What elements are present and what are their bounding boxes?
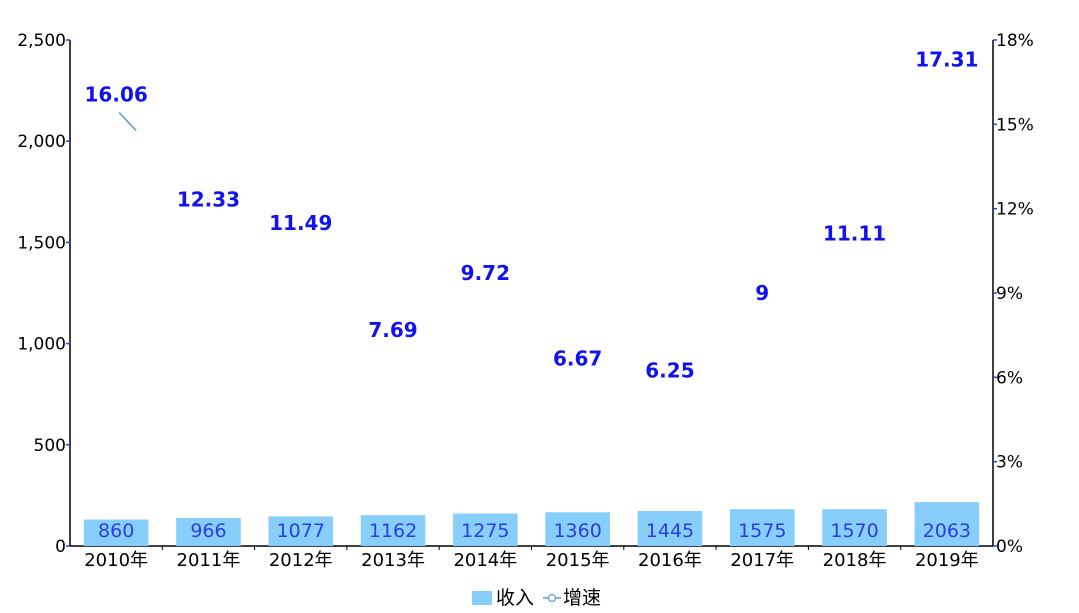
line-segment [118, 112, 137, 132]
left-tick-label: 500 [34, 436, 66, 456]
legend-bar-swatch [472, 591, 492, 605]
bars-series: 860 966 1077 1162 1275 1360 1445 1575 1570 2063 [83, 502, 980, 546]
left-tick-label: 2,500 [17, 31, 66, 51]
right-tick-label: 9% [996, 284, 1023, 304]
category-labels: 2010年 2011年 2012年 2013年 2014年 2015年 2016年 2017年… [84, 546, 979, 571]
category-label: 2016年 [638, 550, 702, 571]
axes [69, 40, 994, 547]
bar-value-label: 1360 [553, 520, 601, 542]
bar [360, 515, 426, 546]
category-label: 2011年 [177, 550, 241, 571]
bar [545, 512, 610, 546]
bar-value-label: 860 [98, 520, 134, 542]
bar [637, 511, 703, 546]
right-tick-label: 18% [996, 31, 1034, 51]
bar [453, 513, 518, 546]
bar [176, 517, 241, 546]
line-point-label: 9 [755, 281, 769, 305]
bar-value-label: 1162 [369, 520, 417, 542]
category-label: 2019年 [915, 550, 979, 571]
category-label: 2017年 [730, 550, 794, 571]
line-point-label: 6.25 [645, 358, 694, 382]
bar-value-label: 1275 [461, 520, 509, 542]
bar [914, 502, 980, 546]
bar-value-label: 1570 [830, 520, 878, 542]
bar [822, 509, 887, 546]
category-label: 2018年 [823, 550, 887, 571]
right-tick-label: 0% [996, 537, 1023, 557]
line-point-label: 17.31 [915, 47, 978, 71]
line-series: 16.06 12.33 11.49 7.69 9.72 6.67 6.25 9 11.11 17.… [85, 47, 979, 382]
category-label: 2013年 [361, 550, 425, 571]
right-tick-label: 15% [996, 115, 1034, 135]
line-point-label: 12.33 [177, 187, 240, 211]
legend: 收入 增速 [472, 587, 601, 609]
line-point-label: 11.11 [823, 222, 886, 246]
bar-value-label: 2063 [923, 520, 971, 542]
legend-bar-label: 收入 [496, 587, 534, 609]
category-label: 2012年 [269, 550, 333, 571]
legend-line-label: 增速 [563, 587, 601, 609]
bar-value-label: 966 [190, 520, 226, 542]
category-label: 2010年 [84, 550, 148, 571]
left-tick-label: 0 [55, 537, 66, 557]
left-tick-label: 1,000 [17, 335, 66, 355]
left-tick-label: 2,000 [17, 132, 66, 152]
bar-value-label: 1445 [646, 520, 694, 542]
bar-value-label: 1575 [738, 520, 786, 542]
category-label: 2014年 [453, 550, 517, 571]
bar-value-label: 1077 [277, 520, 325, 542]
line-point-label: 16.06 [85, 83, 148, 107]
right-axis-ticks: 0% 3% 6% 9% 12% 15% 18% [993, 31, 1034, 557]
category-label: 2015年 [546, 550, 610, 571]
bar [729, 509, 795, 546]
right-tick-label: 12% [996, 200, 1034, 220]
right-tick-label: 3% [996, 453, 1023, 473]
bar [268, 516, 334, 546]
legend-line-marker [547, 593, 557, 603]
line-point-label: 9.72 [461, 261, 510, 285]
bar [83, 519, 149, 546]
left-axis-ticks: 0 500 1,000 1,500 2,000 2,500 [17, 31, 70, 557]
line-point-label: 7.69 [368, 318, 417, 342]
left-tick-label: 1,500 [17, 233, 66, 253]
line-point-label: 11.49 [269, 211, 332, 235]
right-tick-label: 6% [996, 368, 1023, 388]
line-point-label: 6.67 [553, 346, 602, 370]
